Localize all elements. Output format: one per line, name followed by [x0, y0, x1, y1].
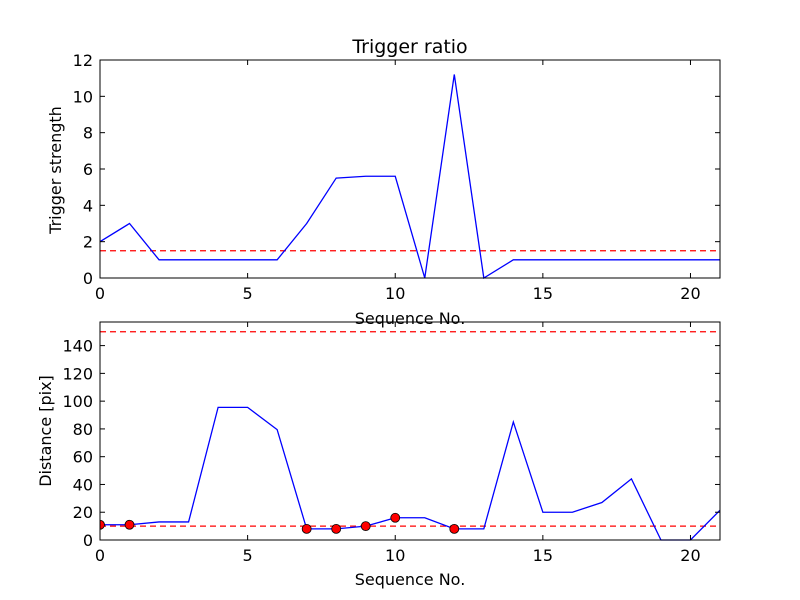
bottom-x-tick-label: 0	[95, 546, 105, 565]
bottom-y-tick-label: 40	[73, 475, 93, 494]
top-y-tick-label: 6	[83, 160, 93, 179]
top-y-tick-label: 2	[83, 233, 93, 252]
bottom-marker-point	[449, 523, 460, 534]
bottom-plot: Sequence No. Distance [pix] 0 5 10 15 20 0 20 4…	[36, 321, 721, 589]
bottom-x-tick-label: 15	[533, 546, 553, 565]
top-plot-area	[100, 74, 720, 279]
bottom-x-tick-label: 5	[243, 546, 253, 565]
bottom-x-axis-label: Sequence No.	[355, 570, 466, 589]
bottom-y-tick-label: 60	[73, 448, 93, 467]
bottom-y-tick-label: 80	[73, 420, 93, 439]
bottom-y-tick-label: 120	[62, 364, 93, 383]
top-y-axis-label: Trigger strength	[46, 106, 65, 235]
top-plot-marks: 0 5 10 15 20 0 2 4 6 8 10 12	[73, 51, 721, 303]
top-y-tick-label: 4	[83, 196, 93, 215]
bottom-series-line-0	[100, 406, 720, 541]
bottom-y-axis-label: Distance [pix]	[36, 375, 55, 487]
top-y-tick-label: 8	[83, 124, 93, 143]
bottom-x-tick-label: 10	[385, 546, 405, 565]
bottom-y-tick-label: 20	[73, 503, 93, 522]
top-plot: Trigger ratio Sequence No. Trigger stren…	[46, 36, 721, 328]
bottom-y-tick-label: 140	[62, 337, 93, 356]
bottom-y-tick-label: 0	[83, 531, 93, 550]
bottom-plot-area	[100, 331, 720, 541]
bottom-plot-marks: 0 5 10 15 20 0 20 40 60 80 100 120 140	[62, 321, 721, 565]
top-series-line-0	[100, 74, 720, 279]
bottom-marker-point	[360, 521, 371, 532]
top-x-axis-label: Sequence No.	[355, 309, 466, 328]
top-x-tick-label: 10	[385, 284, 405, 303]
top-y-tick-label: 10	[73, 87, 93, 106]
top-y-tick-label: 12	[73, 51, 93, 70]
bottom-axes-frame	[99, 321, 721, 541]
top-y-tick-label: 0	[83, 269, 93, 288]
top-chart-title: Trigger ratio	[351, 36, 467, 58]
bottom-marker-point	[390, 512, 401, 523]
bottom-y-tick-label: 100	[62, 392, 93, 411]
bottom-marker-point	[331, 523, 342, 534]
bottom-marker-point	[301, 523, 312, 534]
bottom-marker-point	[124, 519, 135, 530]
top-x-tick-label: 0	[95, 284, 105, 303]
top-x-tick-label: 20	[680, 284, 700, 303]
top-x-tick-label: 5	[243, 284, 253, 303]
bottom-marker-point	[100, 519, 105, 530]
bottom-x-tick-label: 20	[680, 546, 700, 565]
top-x-tick-label: 15	[533, 284, 553, 303]
